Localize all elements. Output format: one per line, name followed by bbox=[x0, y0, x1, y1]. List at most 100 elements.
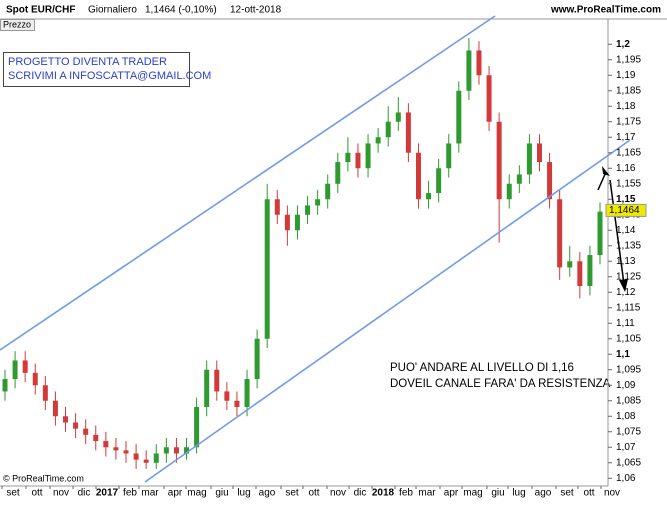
candle-body bbox=[93, 434, 99, 442]
y-tick-label: 1,175 bbox=[616, 116, 641, 127]
x-tick-label: mag bbox=[187, 488, 206, 499]
y-tick-label: 1,125 bbox=[616, 271, 641, 282]
candle-body bbox=[305, 205, 311, 215]
candle-body bbox=[415, 152, 421, 200]
x-tick-label: apr bbox=[444, 488, 459, 499]
y-tick-label: 1,195 bbox=[616, 54, 641, 65]
y-tick-label: 1,15 bbox=[616, 194, 636, 205]
candle-body bbox=[375, 137, 381, 144]
y-tick-label: 1,09 bbox=[616, 380, 636, 391]
candle-body bbox=[274, 199, 280, 215]
x-tick-label: ago bbox=[535, 488, 552, 499]
x-tick-label: ott bbox=[308, 488, 319, 499]
y-tick-label: 1,115 bbox=[616, 302, 641, 313]
candle-body bbox=[436, 168, 442, 194]
x-tick-label: giu bbox=[491, 488, 504, 499]
x-tick-label: lug bbox=[237, 488, 250, 499]
candle-body bbox=[547, 162, 553, 200]
arrow-down bbox=[609, 179, 625, 285]
x-tick-label: ott bbox=[31, 488, 42, 499]
candle-body bbox=[133, 453, 139, 460]
candle-body bbox=[355, 152, 361, 169]
candle-body bbox=[12, 360, 18, 380]
x-tick-label: set bbox=[285, 488, 299, 499]
channel-lower bbox=[144, 139, 631, 483]
candle-body bbox=[214, 369, 220, 392]
panel-label-box bbox=[0, 19, 35, 31]
last-change: 1,1464 (-0,10%) bbox=[145, 5, 217, 16]
x-tick-label: feb bbox=[399, 488, 413, 499]
y-tick-label: 1,18 bbox=[616, 101, 636, 112]
candle-body bbox=[143, 459, 149, 463]
copyright: © ProRealTime.com bbox=[3, 473, 84, 483]
candle-body bbox=[163, 447, 169, 454]
candle-body bbox=[456, 90, 462, 144]
arrow-head bbox=[602, 166, 610, 176]
candle-body bbox=[426, 193, 432, 200]
candle-body bbox=[476, 50, 482, 76]
candle-body bbox=[32, 372, 38, 386]
x-tick-label: dic bbox=[354, 488, 367, 499]
y-tick-label: 1,17 bbox=[616, 132, 636, 143]
note-line: PROGETTO DIVENTA TRADER bbox=[8, 56, 167, 68]
x-tick-label: giu bbox=[215, 488, 228, 499]
candle-body bbox=[284, 214, 290, 231]
candle-body bbox=[123, 450, 129, 454]
x-tick-label: mag bbox=[463, 488, 482, 499]
x-tick-label: 2018 bbox=[372, 488, 395, 499]
site: www.ProRealTime.com bbox=[550, 5, 661, 16]
y-tick-label: 1,185 bbox=[616, 85, 641, 96]
y-tick-label: 1,1 bbox=[616, 349, 630, 360]
candle-body bbox=[486, 75, 492, 122]
candle-body bbox=[173, 447, 179, 454]
candle-body bbox=[597, 211, 603, 256]
candle-body bbox=[557, 199, 563, 268]
x-tick-label: ott bbox=[583, 488, 594, 499]
period: Giornaliero bbox=[88, 5, 137, 16]
panel-label: Prezzo bbox=[3, 19, 31, 29]
y-tick-label: 1,065 bbox=[616, 457, 641, 468]
x-tick-label: nov bbox=[53, 488, 69, 499]
plot bbox=[2, 38, 603, 469]
candle-body bbox=[264, 199, 270, 339]
candle-body bbox=[194, 406, 200, 448]
candle-body bbox=[335, 162, 341, 184]
y-tick-label: 1,165 bbox=[616, 147, 641, 158]
candle-body bbox=[587, 255, 593, 287]
candle-body bbox=[536, 143, 542, 163]
candle-body bbox=[526, 143, 532, 175]
y-tick-label: 1,07 bbox=[616, 442, 636, 453]
candle-body bbox=[73, 422, 79, 429]
y-tick-label: 1,2 bbox=[616, 39, 630, 50]
candle-body bbox=[224, 391, 230, 401]
y-tick-label: 1,08 bbox=[616, 411, 636, 422]
x-tick-label: mar bbox=[141, 488, 159, 499]
arrow-head bbox=[619, 279, 628, 292]
y-tick-label: 1,105 bbox=[616, 333, 641, 344]
y-tick-label: 1,155 bbox=[616, 178, 641, 189]
candle-body bbox=[567, 261, 573, 268]
candle-body bbox=[184, 447, 190, 454]
candle-body bbox=[405, 112, 411, 153]
candle-body bbox=[365, 143, 371, 169]
x-tick-label: set bbox=[6, 488, 20, 499]
instrument: Spot EUR/CHF bbox=[6, 5, 75, 16]
candle-body bbox=[577, 261, 583, 287]
annotation: PUO' ANDARE AL LIVELLO DI 1,16 bbox=[390, 362, 574, 374]
candle-body bbox=[22, 360, 28, 373]
candle-body bbox=[204, 369, 210, 407]
x-tick-label: nov bbox=[604, 488, 620, 499]
candle-body bbox=[516, 174, 522, 184]
candle-body bbox=[244, 379, 250, 407]
y-tick-label: 1,085 bbox=[616, 395, 641, 406]
annotation: DOVEIL CANALE FARA' DA RESISTENZA bbox=[390, 378, 611, 390]
candle-body bbox=[496, 121, 502, 200]
candle-body bbox=[63, 416, 69, 423]
x-tick-label: feb bbox=[123, 488, 137, 499]
candle-body bbox=[315, 199, 321, 206]
y-tick-label: 1,14 bbox=[616, 225, 636, 236]
x-tick-label: mar bbox=[418, 488, 436, 499]
candle-body bbox=[325, 183, 331, 200]
x-tick-label: 2017 bbox=[96, 488, 119, 499]
